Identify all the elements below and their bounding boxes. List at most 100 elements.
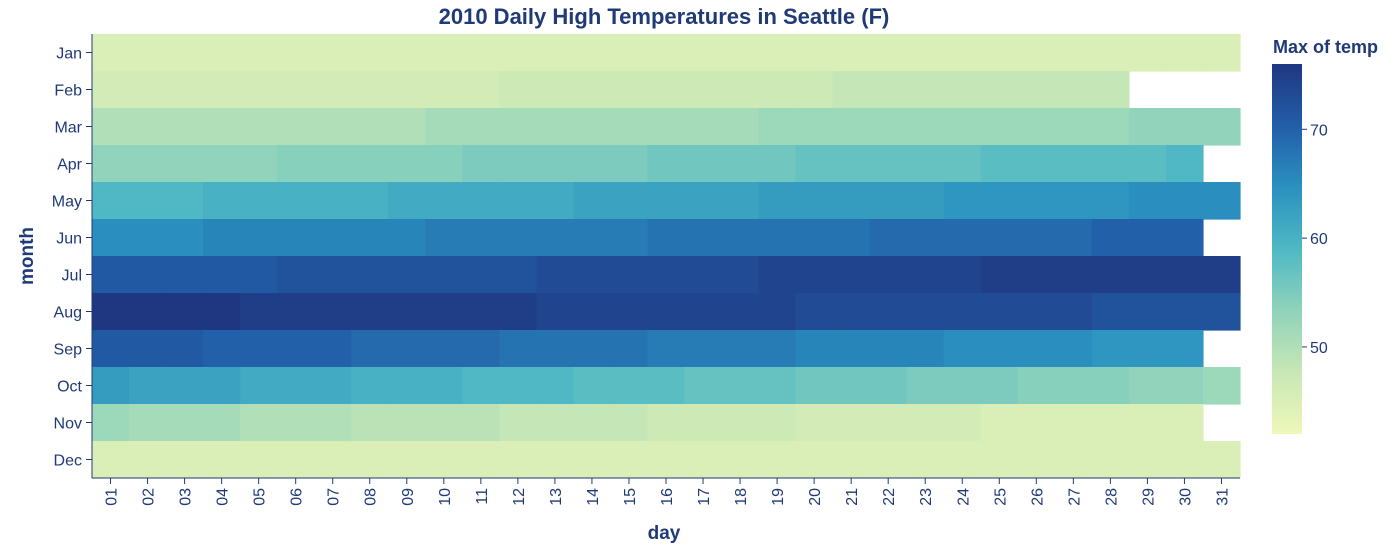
heatmap-cell <box>203 404 241 442</box>
x-tick-label: 30 <box>1177 488 1194 506</box>
heatmap-cell <box>1091 256 1130 294</box>
heatmap-cell <box>684 293 723 331</box>
heatmap-cell <box>425 34 463 72</box>
heatmap-cell <box>314 293 352 331</box>
heatmap-cell <box>166 330 204 368</box>
heatmap-cell <box>610 71 649 109</box>
x-tick-label: 12 <box>511 488 528 506</box>
heatmap-cell <box>388 441 426 479</box>
x-tick-label: 10 <box>437 488 454 506</box>
heatmap-cell <box>795 108 834 146</box>
x-tick-label: 19 <box>770 488 787 506</box>
heatmap-cell <box>1054 145 1093 183</box>
heatmap-cell <box>869 404 908 442</box>
heatmap-cell <box>980 145 1019 183</box>
heatmap-cell <box>499 441 537 479</box>
heatmap-cell <box>1091 404 1130 442</box>
heatmap-cell <box>314 182 352 220</box>
heatmap-cell <box>721 441 760 479</box>
heatmap-cell <box>92 34 130 72</box>
heatmap-cell <box>980 441 1019 479</box>
heatmap-cell <box>1017 219 1056 257</box>
heatmap-cell <box>536 34 575 72</box>
heatmap-cell <box>943 108 982 146</box>
heatmap-cell <box>314 34 352 72</box>
legend-ticks: 50 60 70 <box>1302 122 1328 357</box>
heatmap-cell <box>92 182 130 220</box>
y-tick-label: Sep <box>54 342 83 359</box>
heatmap-cell <box>351 108 389 146</box>
x-tick-label: 23 <box>918 488 935 506</box>
heatmap-cell <box>536 256 575 294</box>
heatmap-cell <box>906 330 945 368</box>
heatmap-cell <box>92 145 130 183</box>
heatmap-cell <box>462 145 500 183</box>
heatmap-cell <box>240 293 278 331</box>
heatmap-cell <box>943 441 982 479</box>
heatmap-cell <box>499 293 537 331</box>
heatmap-cell <box>832 404 871 442</box>
heatmap-cell <box>1017 182 1056 220</box>
heatmap-cell <box>573 34 612 72</box>
heatmap-cell <box>758 404 797 442</box>
heatmap-cell <box>1128 34 1167 72</box>
heatmap-cell <box>277 219 315 257</box>
heatmap-cell <box>1017 145 1056 183</box>
heatmap-cell <box>314 367 352 405</box>
heatmap-cell <box>1091 293 1130 331</box>
heatmap-cell <box>758 367 797 405</box>
x-tick-label: 25 <box>992 488 1009 506</box>
heatmap-cell <box>314 256 352 294</box>
heatmap-cell <box>536 293 575 331</box>
heatmap-cell <box>610 219 649 257</box>
heatmap-cell <box>758 145 797 183</box>
y-tick-label: Oct <box>57 379 82 396</box>
y-axis-title: month <box>17 227 38 285</box>
heatmap-cell <box>388 219 426 257</box>
heatmap-cell <box>610 404 649 442</box>
heatmap-cell <box>943 330 982 368</box>
heatmap-cell <box>1165 330 1204 368</box>
heatmap-cell <box>721 330 760 368</box>
x-tick-label: 27 <box>1066 488 1083 506</box>
x-axis: 01 02 03 04 05 06 07 08 09 10 11 12 13 14 15 16 17 18 19 20… <box>92 477 1240 506</box>
heatmap-cell <box>1165 145 1204 183</box>
heatmap-cell <box>462 34 500 72</box>
x-tick-label: 11 <box>474 488 491 505</box>
heatmap-cell <box>1091 34 1130 72</box>
heatmap-cell <box>869 182 908 220</box>
heatmap-cell <box>832 256 871 294</box>
heatmap-cell <box>1091 330 1130 368</box>
heatmap-cell <box>647 71 686 109</box>
heatmap-cell <box>129 404 167 442</box>
heatmap-cell <box>92 330 130 368</box>
heatmap-cell <box>1128 330 1167 368</box>
heatmap-cell <box>166 145 204 183</box>
heatmap-cell <box>869 293 908 331</box>
heatmap-cell <box>610 145 649 183</box>
heatmap-cell <box>684 34 723 72</box>
heatmap-cell <box>832 219 871 257</box>
y-tick-label: Jul <box>62 268 82 285</box>
heatmap-cell <box>314 108 352 146</box>
heatmap-cell <box>203 330 241 368</box>
heatmap-cell <box>573 330 612 368</box>
heatmap-cell <box>943 219 982 257</box>
heatmap-cell <box>499 330 537 368</box>
x-tick-label: 13 <box>548 488 565 506</box>
heatmap-cell <box>610 441 649 479</box>
x-tick-label: 02 <box>141 488 158 506</box>
x-tick-label: 24 <box>955 488 972 506</box>
x-tick-label: 21 <box>844 488 861 506</box>
heatmap-cell <box>721 367 760 405</box>
heatmap-cell <box>832 182 871 220</box>
heatmap-cell <box>314 404 352 442</box>
heatmap-cell <box>1165 441 1204 479</box>
heatmap-cell <box>906 182 945 220</box>
heatmap-cell <box>943 145 982 183</box>
heatmap-cell <box>721 182 760 220</box>
heatmap-cell <box>499 404 537 442</box>
x-tick-label: 17 <box>696 488 713 506</box>
heatmap-cell <box>1128 404 1167 442</box>
